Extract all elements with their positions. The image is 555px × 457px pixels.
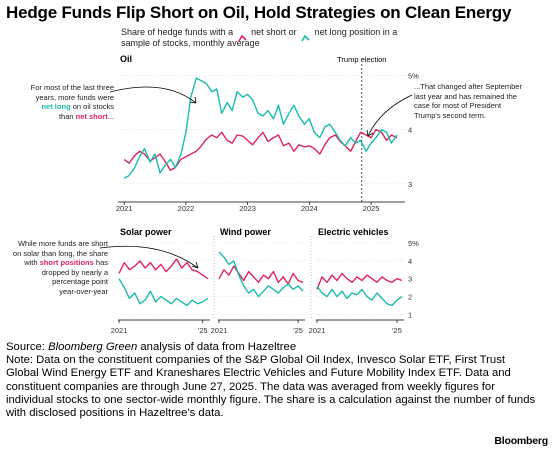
annotation-line: on solar than long, the share	[12, 248, 108, 258]
source-rest: analysis of data from Hazeltree	[137, 341, 297, 353]
annotation-line: last year and has remained the	[414, 91, 517, 101]
y-tick-label: 1	[408, 310, 412, 319]
series-line-net-short	[316, 272, 403, 290]
x-tick-label: 2021	[309, 326, 326, 335]
annotation-line: than net short...	[8, 112, 114, 122]
x-tick-label: 2022	[178, 204, 195, 213]
panel-title: Solar power	[120, 227, 172, 237]
source-line: Source: Bloomberg Green analysis of data…	[6, 341, 536, 354]
x-tick-label: 2025	[363, 204, 380, 213]
series-line-net-long	[118, 278, 209, 307]
y-tick-label: 3	[408, 275, 412, 284]
annotation-highlight-short: short positions	[39, 258, 94, 267]
legend-prefix: Share of hedge funds with a	[121, 27, 234, 37]
series-line-net-short	[218, 265, 304, 285]
annotation-text: with	[24, 258, 40, 267]
y-tick-label: 2	[408, 293, 412, 302]
annotation-line: ...That changed after September	[414, 82, 522, 91]
series-line-net-short	[118, 258, 209, 280]
panel-title: Electric vehicles	[318, 227, 389, 237]
source-label: Source:	[6, 341, 49, 353]
chart-title: Hedge Funds Flip Short on Oil, Hold Stra…	[6, 3, 512, 22]
annotation-oil-right: ...That changed after September last yea…	[414, 82, 534, 120]
charts-canvas: Oil 3 4 5% 2021 2022 2023 2024 2025 Trump electio…	[99, 54, 419, 335]
x-tick-label: '25	[293, 326, 303, 335]
source-note: Source: Bloomberg Green analysis of data…	[6, 341, 536, 420]
annotation-line: While more funds are short	[17, 239, 108, 248]
annotation-text: on oil stocks	[70, 102, 114, 111]
x-tick-label: 2021	[211, 326, 228, 335]
panel-title: Wind power	[220, 227, 271, 237]
panel-title: Oil	[120, 54, 132, 64]
annotation-arrowhead	[191, 261, 199, 269]
series-line-net-long	[123, 77, 398, 179]
event-label: Trump election	[337, 55, 386, 64]
x-tick-label: 2021	[111, 326, 128, 335]
annotation-arrowhead	[189, 96, 197, 104]
annotation-line: case for most of President	[414, 101, 502, 110]
annotation-line: net long on oil stocks	[8, 102, 114, 112]
x-tick-label: '25	[392, 326, 402, 335]
series-line-net-short	[123, 128, 398, 171]
annotation-line: For most of the last three	[30, 83, 114, 92]
annotation-highlight-long: net long	[41, 102, 71, 111]
source-italic: Bloomberg Green	[48, 341, 138, 353]
annotation-text: ...	[107, 111, 114, 121]
annotation-line: Trump's second term.	[414, 110, 487, 120]
y-tick-label: 3	[408, 180, 412, 189]
annotation-highlight-short: net short	[75, 111, 108, 121]
legend-short-label: net short or	[251, 27, 297, 37]
note-text: Note: Data on the constituent companies …	[6, 354, 536, 420]
legend-suffix: of stocks, monthly average	[152, 38, 260, 48]
legend: Share of hedge funds with a net short or…	[121, 27, 421, 49]
x-tick-label: 2021	[116, 204, 133, 213]
series-line-net-long	[218, 251, 304, 298]
annotation-line: years, more funds were	[35, 92, 114, 102]
annotation-arrow	[99, 245, 199, 269]
annotation-line: percentage point	[52, 277, 108, 286]
x-tick-label: 2023	[239, 204, 256, 213]
annotation-line: dropped by nearly a	[41, 267, 108, 277]
annotation-oil-left: For most of the last three years, more f…	[8, 83, 114, 121]
annotation-text: has	[93, 258, 108, 267]
annotation-arrowhead	[366, 129, 374, 137]
annotation-text: than	[58, 111, 76, 121]
y-tick-label: 4	[408, 257, 412, 266]
annotation-arrow	[109, 86, 197, 104]
annotation-line: year-over-year	[59, 286, 108, 296]
annotation-arrow	[367, 94, 413, 137]
x-tick-label: '25	[198, 326, 208, 335]
x-tick-label: 2024	[301, 204, 318, 213]
legend-long-label: net long position in a sample	[121, 27, 398, 48]
bloomberg-logo: Bloomberg	[494, 435, 548, 447]
y-tick-label: 5%	[408, 71, 419, 80]
series-line-net-long	[316, 285, 403, 307]
y-tick-label: 4	[408, 126, 412, 135]
y-tick-label: 5%	[408, 239, 419, 248]
annotation-solar: While more funds are short on solar than…	[8, 239, 108, 296]
annotation-line: with short positions has	[8, 258, 108, 268]
